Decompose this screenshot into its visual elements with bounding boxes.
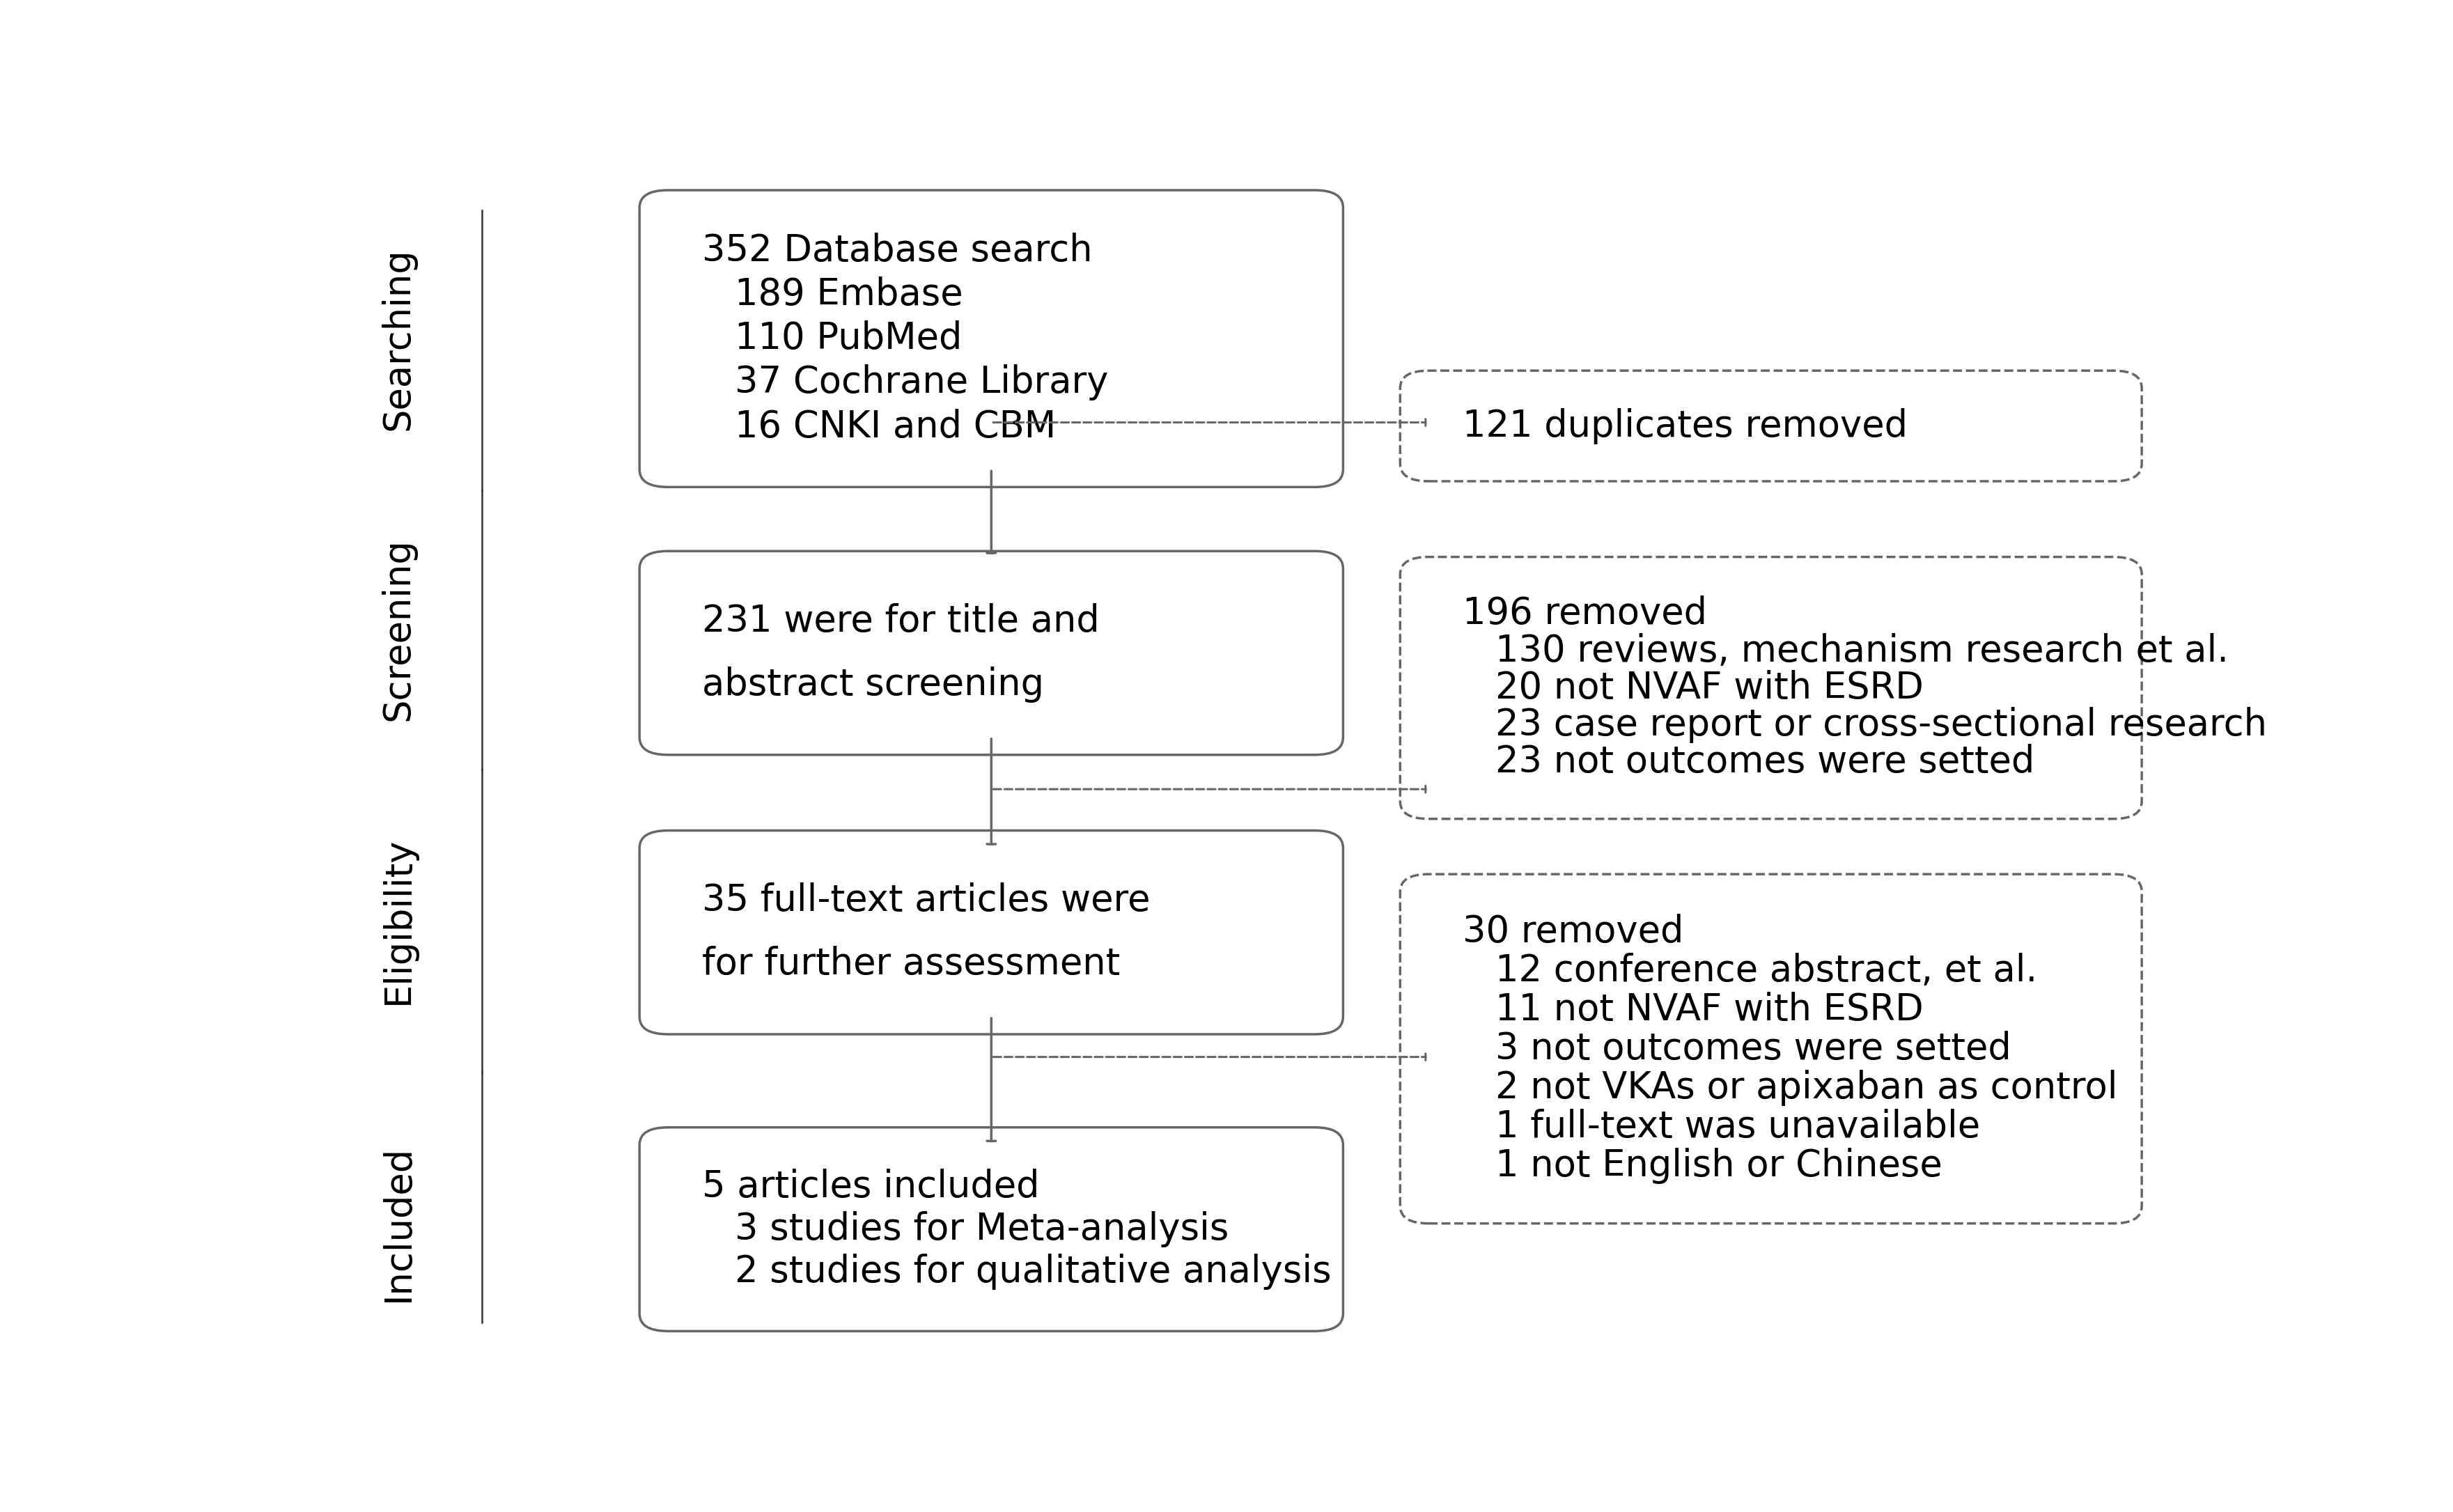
FancyBboxPatch shape <box>640 830 1342 1034</box>
Text: 2 not VKAs or apixaban as control: 2 not VKAs or apixaban as control <box>1494 1069 2117 1105</box>
Text: Screening: Screening <box>380 538 417 721</box>
Text: Included: Included <box>380 1145 417 1302</box>
Text: 352 Database search: 352 Database search <box>702 233 1092 269</box>
FancyBboxPatch shape <box>640 550 1342 754</box>
Text: 23 not outcomes were setted: 23 not outcomes were setted <box>1494 744 2034 780</box>
Text: 5 articles included: 5 articles included <box>702 1169 1040 1205</box>
FancyBboxPatch shape <box>1401 370 2141 481</box>
Text: 16 CNKI and CBM: 16 CNKI and CBM <box>733 408 1055 445</box>
Text: 12 conference abstract, et al.: 12 conference abstract, et al. <box>1494 953 2036 989</box>
Text: 11 not NVAF with ESRD: 11 not NVAF with ESRD <box>1494 992 1923 1028</box>
Text: 30 removed: 30 removed <box>1462 913 1683 950</box>
Text: 3 studies for Meta-analysis: 3 studies for Meta-analysis <box>733 1211 1229 1247</box>
Text: 1 full-text was unavailable: 1 full-text was unavailable <box>1494 1108 1980 1145</box>
Text: for further assessment: for further assessment <box>702 947 1121 983</box>
Text: 121 duplicates removed: 121 duplicates removed <box>1462 408 1908 445</box>
FancyBboxPatch shape <box>640 191 1342 487</box>
FancyBboxPatch shape <box>640 1128 1342 1331</box>
FancyBboxPatch shape <box>1401 556 2141 820</box>
Text: 231 were for title and: 231 were for title and <box>702 603 1099 640</box>
Text: 130 reviews, mechanism research et al.: 130 reviews, mechanism research et al. <box>1494 632 2227 668</box>
Text: Searching: Searching <box>380 246 417 429</box>
Text: 20 not NVAF with ESRD: 20 not NVAF with ESRD <box>1494 670 1923 706</box>
Text: 37 Cochrane Library: 37 Cochrane Library <box>733 364 1109 401</box>
FancyBboxPatch shape <box>1401 874 2141 1223</box>
Text: 110 PubMed: 110 PubMed <box>733 321 962 357</box>
Text: 35 full-text articles were: 35 full-text articles were <box>702 883 1150 919</box>
Text: Eligibility: Eligibility <box>380 838 417 1004</box>
Text: 189 Embase: 189 Embase <box>733 277 962 313</box>
Text: abstract screening: abstract screening <box>702 667 1045 703</box>
Text: 3 not outcomes were setted: 3 not outcomes were setted <box>1494 1031 2011 1067</box>
Text: 2 studies for qualitative analysis: 2 studies for qualitative analysis <box>733 1253 1332 1290</box>
Text: 23 case report or cross-sectional research: 23 case report or cross-sectional resear… <box>1494 706 2267 742</box>
Text: 196 removed: 196 removed <box>1462 596 1707 632</box>
Text: 1 not English or Chinese: 1 not English or Chinese <box>1494 1148 1943 1184</box>
